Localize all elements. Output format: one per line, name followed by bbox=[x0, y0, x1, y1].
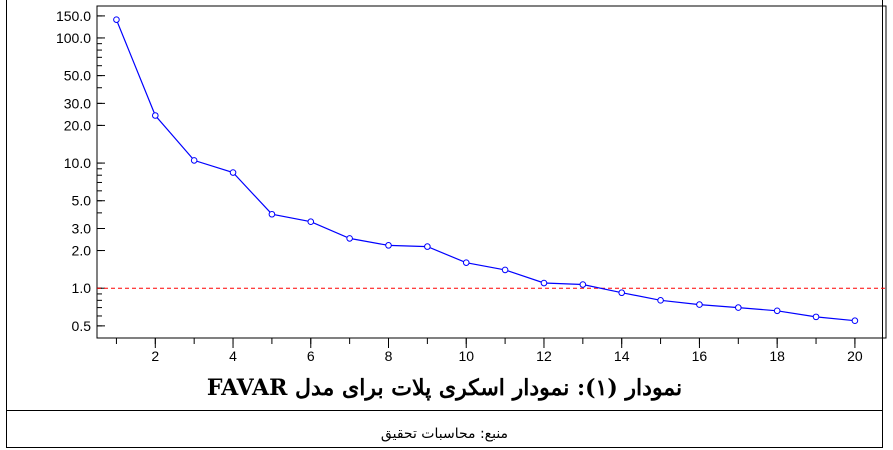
y-tick-label: 50.0 bbox=[64, 68, 91, 84]
y-tick-label: 5.0 bbox=[72, 193, 92, 209]
data-point bbox=[462, 259, 470, 266]
series-line bbox=[115, 19, 855, 322]
caption-divider bbox=[6, 410, 883, 411]
x-tick-label: 2 bbox=[151, 348, 159, 364]
x-tick-label: 4 bbox=[229, 348, 237, 364]
data-point bbox=[190, 157, 198, 164]
data-point bbox=[268, 210, 276, 218]
x-tick-label: 6 bbox=[307, 348, 315, 364]
y-tick-label: 3.0 bbox=[72, 221, 92, 237]
data-point bbox=[501, 266, 509, 274]
x-tick-label: 20 bbox=[847, 348, 863, 364]
data-point bbox=[385, 242, 392, 249]
data-point bbox=[307, 218, 315, 226]
figure-caption: نمودار (۱): نمودار اسکری پلات برای مدل F… bbox=[206, 375, 683, 401]
x-tick-label: 12 bbox=[536, 348, 552, 364]
x-tick-label: 14 bbox=[614, 348, 630, 364]
data-point bbox=[696, 301, 703, 308]
y-tick-label: 100.0 bbox=[56, 30, 91, 46]
data-point bbox=[618, 289, 626, 297]
data-point bbox=[113, 16, 120, 23]
x-tick-label: 16 bbox=[692, 348, 708, 364]
data-point bbox=[424, 243, 431, 250]
y-tick-label: 30.0 bbox=[64, 95, 91, 111]
x-tick-label: 8 bbox=[385, 348, 393, 364]
data-point bbox=[346, 235, 353, 242]
y-tick-label: 0.5 bbox=[72, 318, 92, 334]
x-tick-label: 18 bbox=[769, 348, 785, 364]
figure-frame bbox=[6, 0, 883, 448]
data-point bbox=[773, 307, 781, 315]
data-point bbox=[540, 279, 548, 287]
y-tick-label: 10.0 bbox=[64, 155, 91, 171]
data-point bbox=[851, 317, 859, 324]
data-point bbox=[735, 304, 742, 311]
data-point bbox=[657, 297, 664, 304]
y-tick-label: 20.0 bbox=[64, 117, 91, 133]
data-point bbox=[152, 112, 159, 119]
source-note: منبع: محاسبات تحقیق bbox=[380, 426, 509, 442]
data-point bbox=[812, 313, 820, 321]
y-tick-label: 1.0 bbox=[72, 280, 92, 296]
data-point bbox=[229, 169, 237, 176]
y-tick-label: 2.0 bbox=[72, 243, 92, 259]
x-tick-label: 10 bbox=[458, 348, 474, 364]
plot-area bbox=[96, 5, 887, 339]
scree-plot-chart: 150.0 100.0 50.0 30.0 20.0 10.0 5.0 3.0 2.0 1.0 0.… bbox=[56, 5, 887, 364]
y-tick-label: 150.0 bbox=[56, 8, 91, 24]
data-point bbox=[579, 281, 587, 288]
